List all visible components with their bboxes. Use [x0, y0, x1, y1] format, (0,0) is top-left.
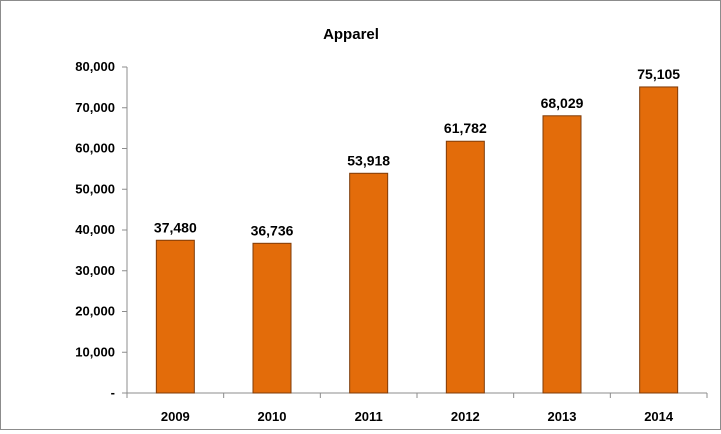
x-tick-label: 2014 [644, 409, 674, 424]
y-tick-label: 60,000 [75, 141, 115, 156]
data-labels: 37,480 36,736 53,918 61,782 68,029 75,105 [154, 66, 680, 238]
chart-title: Apparel [323, 26, 379, 43]
data-label: 36,736 [251, 222, 294, 238]
y-tick-label: 20,000 [75, 304, 115, 319]
x-tick-label: 2011 [355, 409, 383, 424]
data-label: 61,782 [444, 120, 487, 136]
x-tick-label: 2009 [161, 409, 190, 424]
data-label: 37,480 [154, 219, 197, 235]
x-axis: 2009 2010 2011 2012 2013 2014 [126, 392, 708, 424]
bar-2009 [155, 239, 195, 394]
bars [155, 86, 679, 394]
bar-2011 [349, 172, 389, 394]
data-label: 68,029 [541, 95, 584, 111]
bar-2010 [252, 242, 292, 394]
y-tick-label: 10,000 [75, 344, 115, 359]
data-label: 53,918 [347, 152, 390, 168]
y-tick-label: 70,000 [75, 100, 115, 115]
y-tick-label: 30,000 [75, 263, 115, 278]
y-axis: - 10,000 20,000 30,000 40,000 50,000 60,000 70,… [75, 59, 128, 400]
y-tick-label: 40,000 [75, 222, 115, 237]
x-tick-label: 2010 [258, 409, 287, 424]
y-tick-label: 80,000 [75, 59, 115, 74]
bar-2013 [542, 115, 582, 394]
x-tick-label: 2013 [548, 409, 577, 424]
bar-2014 [639, 86, 679, 394]
data-label: 75,105 [637, 66, 680, 82]
x-tick-label: 2012 [451, 409, 480, 424]
bar-2012 [445, 140, 485, 394]
y-tick-label: 50,000 [75, 181, 115, 196]
y-tick-label: - [111, 385, 115, 400]
